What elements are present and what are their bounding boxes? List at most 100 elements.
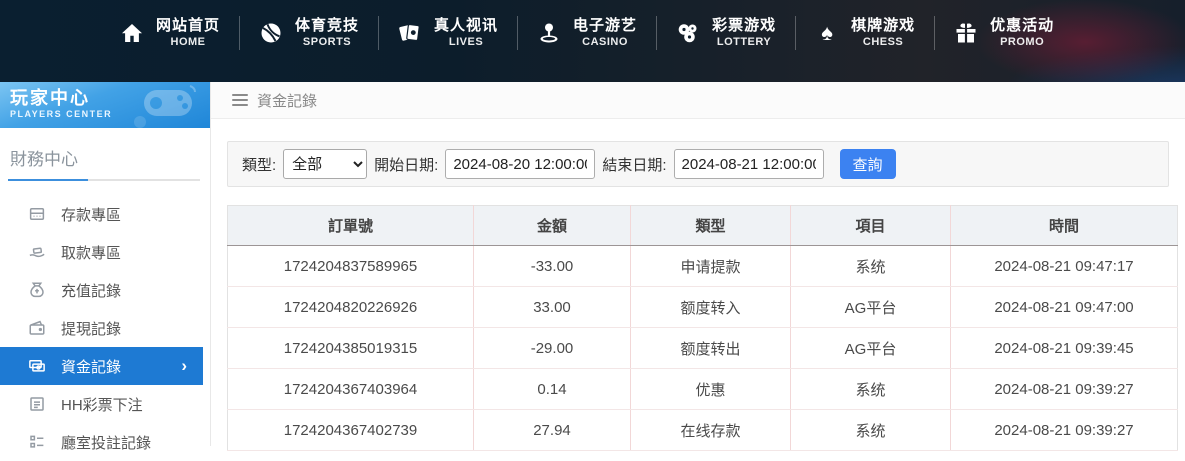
nav-label-zh: 彩票游戏 [712, 17, 776, 36]
lottery-balls-icon [675, 20, 701, 46]
nav-item-lottery[interactable]: 彩票游戏 LOTTERY [656, 11, 795, 55]
end-date-label: 結束日期: [602, 154, 666, 175]
sidebar-item-label: 取款專區 [61, 242, 121, 263]
sidebar-header: 玩家中心 PLAYERS CENTER [0, 82, 210, 128]
sidebar-item-label: 資金記錄 [61, 356, 121, 377]
chevron-right-icon: › [181, 356, 187, 376]
cell-item: AG平台 [791, 328, 951, 369]
cell-time: 2024-08-21 09:47:17 [951, 246, 1178, 287]
cell-amount: 0.14 [474, 369, 631, 410]
cell-amount: -33.00 [474, 246, 631, 287]
col-header-amount: 金額 [474, 206, 631, 246]
search-button[interactable]: 查詢 [840, 149, 896, 179]
cell-order-no: 1724204367402739 [228, 410, 474, 451]
nav-label-en: LOTTERY [717, 36, 771, 50]
checklist-icon [28, 433, 46, 451]
nav-label-en: SPORTS [303, 36, 351, 50]
cell-order-no: 1724204367403964 [228, 369, 474, 410]
document-list-icon [28, 395, 46, 413]
hand-money-icon [28, 243, 46, 261]
col-header-time: 時間 [951, 206, 1178, 246]
cell-order-no: 1724204820226926 [228, 287, 474, 328]
menu-toggle-icon[interactable] [232, 94, 248, 106]
player-center-sidebar: 玩家中心 PLAYERS CENTER 財務中心 存款專區 取款專區 [0, 82, 211, 446]
funds-record-table: 訂單號 金額 類型 項目 時間 1724204837589965 -33.00 … [227, 205, 1178, 451]
cell-item: 系统 [791, 369, 951, 410]
end-date-input[interactable] [674, 149, 824, 179]
playing-cards-icon [397, 20, 423, 46]
table-row: 1724204837589965 -33.00 申请提款 系统 2024-08-… [228, 246, 1178, 287]
breadcrumb: 資金記錄 [211, 82, 1185, 119]
sidebar-item-label: HH彩票下注 [61, 394, 143, 415]
nav-item-chess[interactable]: ♠ 棋牌游戏 CHESS [795, 11, 934, 55]
col-header-order-no: 訂單號 [228, 206, 474, 246]
nav-label-zh: 真人视讯 [434, 17, 498, 36]
nav-label-zh: 棋牌游戏 [851, 17, 915, 36]
table-row: 1724204367403964 0.14 优惠 系统 2024-08-21 0… [228, 369, 1178, 410]
banknotes-icon [28, 357, 46, 375]
col-header-item: 項目 [791, 206, 951, 246]
spade-icon: ♠ [814, 20, 840, 46]
gift-icon [953, 20, 979, 46]
nav-item-promo[interactable]: 优惠活动 PROMO [934, 11, 1073, 55]
joystick-icon [536, 20, 562, 46]
sidebar-section-title: 財務中心 [0, 128, 210, 179]
nav-item-sports[interactable]: 体育竞技 SPORTS [239, 11, 378, 55]
cell-type: 优惠 [631, 369, 791, 410]
table-row: 1724204820226926 33.00 额度转入 AG平台 2024-08… [228, 287, 1178, 328]
cell-amount: -29.00 [474, 328, 631, 369]
gamepad-icon [122, 84, 202, 128]
cell-amount: 27.94 [474, 410, 631, 451]
nav-label-en: CHESS [863, 36, 903, 50]
start-date-label: 開始日期: [374, 154, 438, 175]
nav-item-lives[interactable]: 真人视讯 LIVES [378, 11, 517, 55]
cell-time: 2024-08-21 09:47:00 [951, 287, 1178, 328]
sidebar-item-funds-record[interactable]: 資金記錄 › [0, 347, 203, 385]
sidebar-item-recharge-record[interactable]: 充值記錄 [0, 271, 210, 309]
type-select[interactable]: 全部 [283, 149, 367, 179]
cell-order-no: 1724204385019315 [228, 328, 474, 369]
cell-amount: 33.00 [474, 287, 631, 328]
main-content: 資金記錄 類型: 全部 開始日期: 結束日期: 查詢 訂單號 金額 類型 項目 … [211, 82, 1185, 446]
sidebar-item-room-bet-record[interactable]: 廳室投註記錄 [0, 423, 210, 461]
table-row: 1724204385019315 -29.00 额度转出 AG平台 2024-0… [228, 328, 1178, 369]
cell-item: AG平台 [791, 287, 951, 328]
cell-type: 额度转出 [631, 328, 791, 369]
home-icon [119, 20, 145, 46]
cell-time: 2024-08-21 09:39:27 [951, 369, 1178, 410]
nav-label-en: HOME [171, 36, 206, 50]
sidebar-item-deposit-zone[interactable]: 存款專區 [0, 195, 210, 233]
wallet-icon [28, 319, 46, 337]
nav-item-casino[interactable]: 电子游艺 CASINO [517, 11, 656, 55]
top-navigation: 网站首页 HOME 体育竞技 SPORTS 真人视讯 LIVES [0, 0, 1185, 82]
sidebar-menu: 存款專區 取款專區 充值記錄 [0, 195, 210, 461]
nav-label-zh: 优惠活动 [990, 17, 1054, 36]
sidebar-item-label: 存款專區 [61, 204, 121, 225]
nav-label-zh: 电子游艺 [573, 17, 637, 36]
cell-type: 申请提款 [631, 246, 791, 287]
money-bag-icon [28, 281, 46, 299]
sidebar-item-withdrawal-record[interactable]: 提現記錄 [0, 309, 210, 347]
cell-time: 2024-08-21 09:39:27 [951, 410, 1178, 451]
section-divider [8, 179, 200, 181]
cell-item: 系统 [791, 246, 951, 287]
nav-item-home[interactable]: 网站首页 HOME [100, 11, 239, 55]
cell-type: 额度转入 [631, 287, 791, 328]
sidebar-item-label: 提現記錄 [61, 318, 121, 339]
nav-label-en: PROMO [1000, 36, 1044, 50]
deposit-machine-icon [28, 205, 46, 223]
start-date-input[interactable] [445, 149, 595, 179]
cell-type: 在线存款 [631, 410, 791, 451]
sidebar-item-withdraw-zone[interactable]: 取款專區 [0, 233, 210, 271]
cell-item: 系统 [791, 410, 951, 451]
type-label: 類型: [242, 154, 276, 175]
table-row: 1724204367402739 27.94 在线存款 系统 2024-08-2… [228, 410, 1178, 451]
cell-order-no: 1724204837589965 [228, 246, 474, 287]
sidebar-item-hh-lottery-bets[interactable]: HH彩票下注 [0, 385, 210, 423]
nav-label-zh: 体育竞技 [295, 17, 359, 36]
filter-bar: 類型: 全部 開始日期: 結束日期: 查詢 [227, 141, 1169, 187]
table-header-row: 訂單號 金額 類型 項目 時間 [228, 206, 1178, 246]
page-title: 資金記錄 [257, 90, 317, 111]
sidebar-item-label: 廳室投註記錄 [61, 432, 151, 453]
nav-label-zh: 网站首页 [156, 17, 220, 36]
